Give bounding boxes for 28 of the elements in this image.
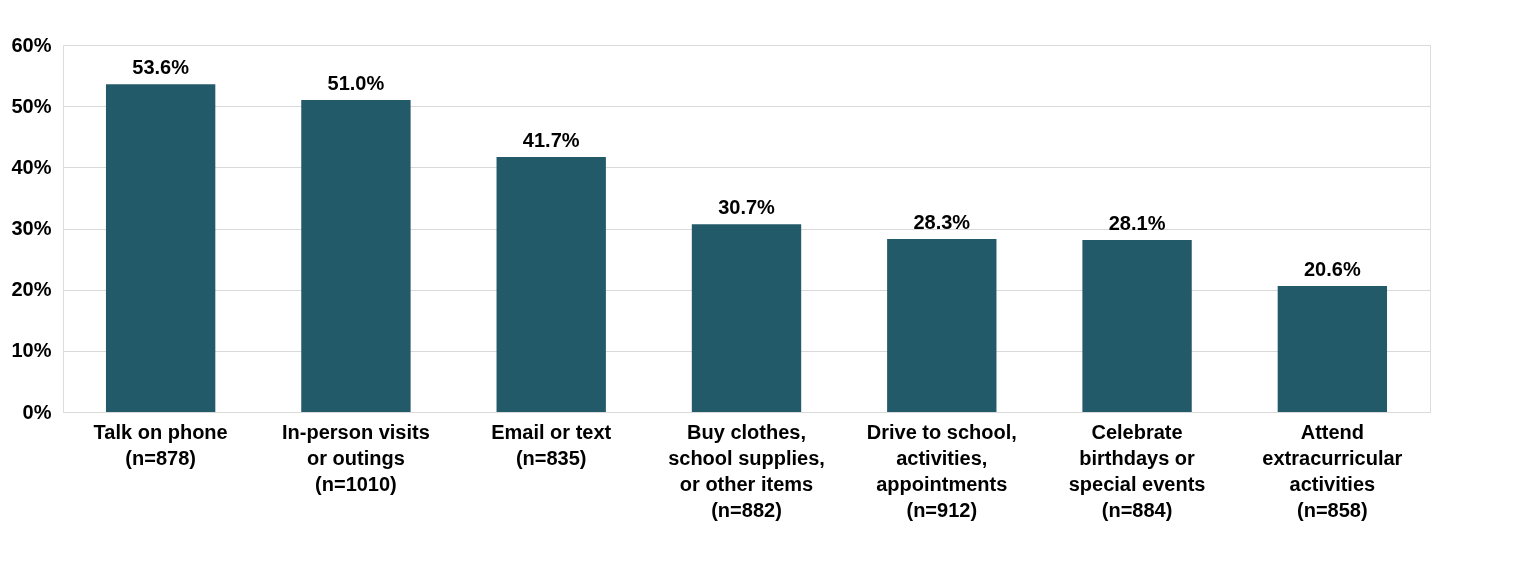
x-tick-label: Attend extracurricular activities (n=858) xyxy=(1262,420,1403,521)
y-tick-label: 60% xyxy=(11,33,52,56)
data-label: 41.7% xyxy=(522,128,580,151)
x-tick-label: Buy clothes, school supplies, or other items (n=882) xyxy=(668,420,825,521)
x-tick-label: In-person visits or outings (n=1010) xyxy=(282,420,430,495)
x-tick-label: Talk on phone (n=878) xyxy=(93,420,228,469)
bar xyxy=(887,238,997,412)
x-tick-label: Drive to school, activities, appointments (n=912) xyxy=(866,420,1017,521)
data-label: 53.6% xyxy=(132,56,190,79)
data-label: 28.1% xyxy=(1108,212,1166,235)
bar xyxy=(301,100,411,412)
bar xyxy=(105,84,216,412)
bar xyxy=(1277,286,1388,412)
y-tick-label: 20% xyxy=(11,278,52,301)
x-tick-label: Celebrate birthdays or special events (n=884) xyxy=(1068,420,1206,521)
bar xyxy=(496,156,606,412)
y-tick-label: 0% xyxy=(22,400,52,423)
y-tick-label: 30% xyxy=(11,217,52,239)
bar xyxy=(1082,240,1192,412)
data-label: 51.0% xyxy=(327,72,385,95)
y-tick-label: 50% xyxy=(11,94,52,117)
data-label: 20.6% xyxy=(1304,258,1361,280)
y-tick-label: 40% xyxy=(11,155,52,178)
bar xyxy=(691,224,802,412)
data-label: 30.7% xyxy=(718,196,776,219)
y-tick-label: 10% xyxy=(11,339,52,362)
x-tick-label: Email or text (n=835) xyxy=(491,420,612,469)
data-label: 28.3% xyxy=(913,210,971,233)
